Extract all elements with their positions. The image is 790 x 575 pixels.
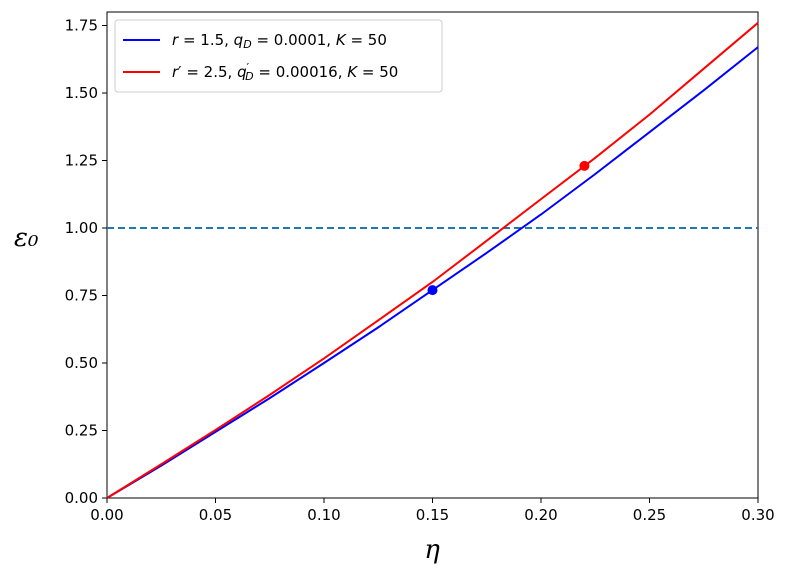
legend-entry-red: r′ = 2.5, q′ D = 0.00016, K = 50 [172, 61, 398, 83]
y-tick-label: 1.75 [65, 17, 98, 35]
y-axis-ticks: 0.00 0.25 0.50 0.75 1.00 1.25 1.50 1.75 [65, 17, 107, 507]
plot-frame [106, 11, 759, 499]
marker-point-blue [427, 285, 438, 296]
x-tick-label: 0.05 [199, 506, 232, 524]
legend-entry-blue: r = 1.5, qD = 0.0001, K = 50 [172, 31, 387, 51]
y-tick-label: 0.00 [65, 489, 98, 507]
legend-box [114, 19, 443, 93]
x-tick-label: 0.20 [524, 506, 557, 524]
y-tick-label: 0.50 [65, 354, 98, 372]
marker-point-red [579, 160, 590, 171]
legend: r = 1.5, qD = 0.0001, K = 50 r′ = 2.5, q… [114, 19, 443, 93]
x-tick-label: 0.30 [741, 506, 774, 524]
y-tick-label: 0.75 [65, 287, 98, 305]
marker-layer [427, 160, 590, 296]
y-tick-label: 1.25 [65, 152, 98, 170]
series-line-red [106, 22, 759, 499]
x-tick-label: 0.25 [633, 506, 666, 524]
x-tick-label: 0.15 [416, 506, 449, 524]
y-axis-label: ε₀ [14, 223, 39, 253]
y-tick-label: 1.50 [65, 84, 98, 102]
x-axis-label: η [424, 535, 440, 565]
y-tick-label: 1.00 [65, 219, 98, 237]
x-axis-ticks: 0.00 0.05 0.10 0.15 0.20 0.25 0.30 [90, 498, 775, 524]
y-tick-label: 0.25 [65, 422, 98, 440]
x-tick-label: 0.00 [90, 506, 123, 524]
x-tick-label: 0.10 [307, 506, 340, 524]
